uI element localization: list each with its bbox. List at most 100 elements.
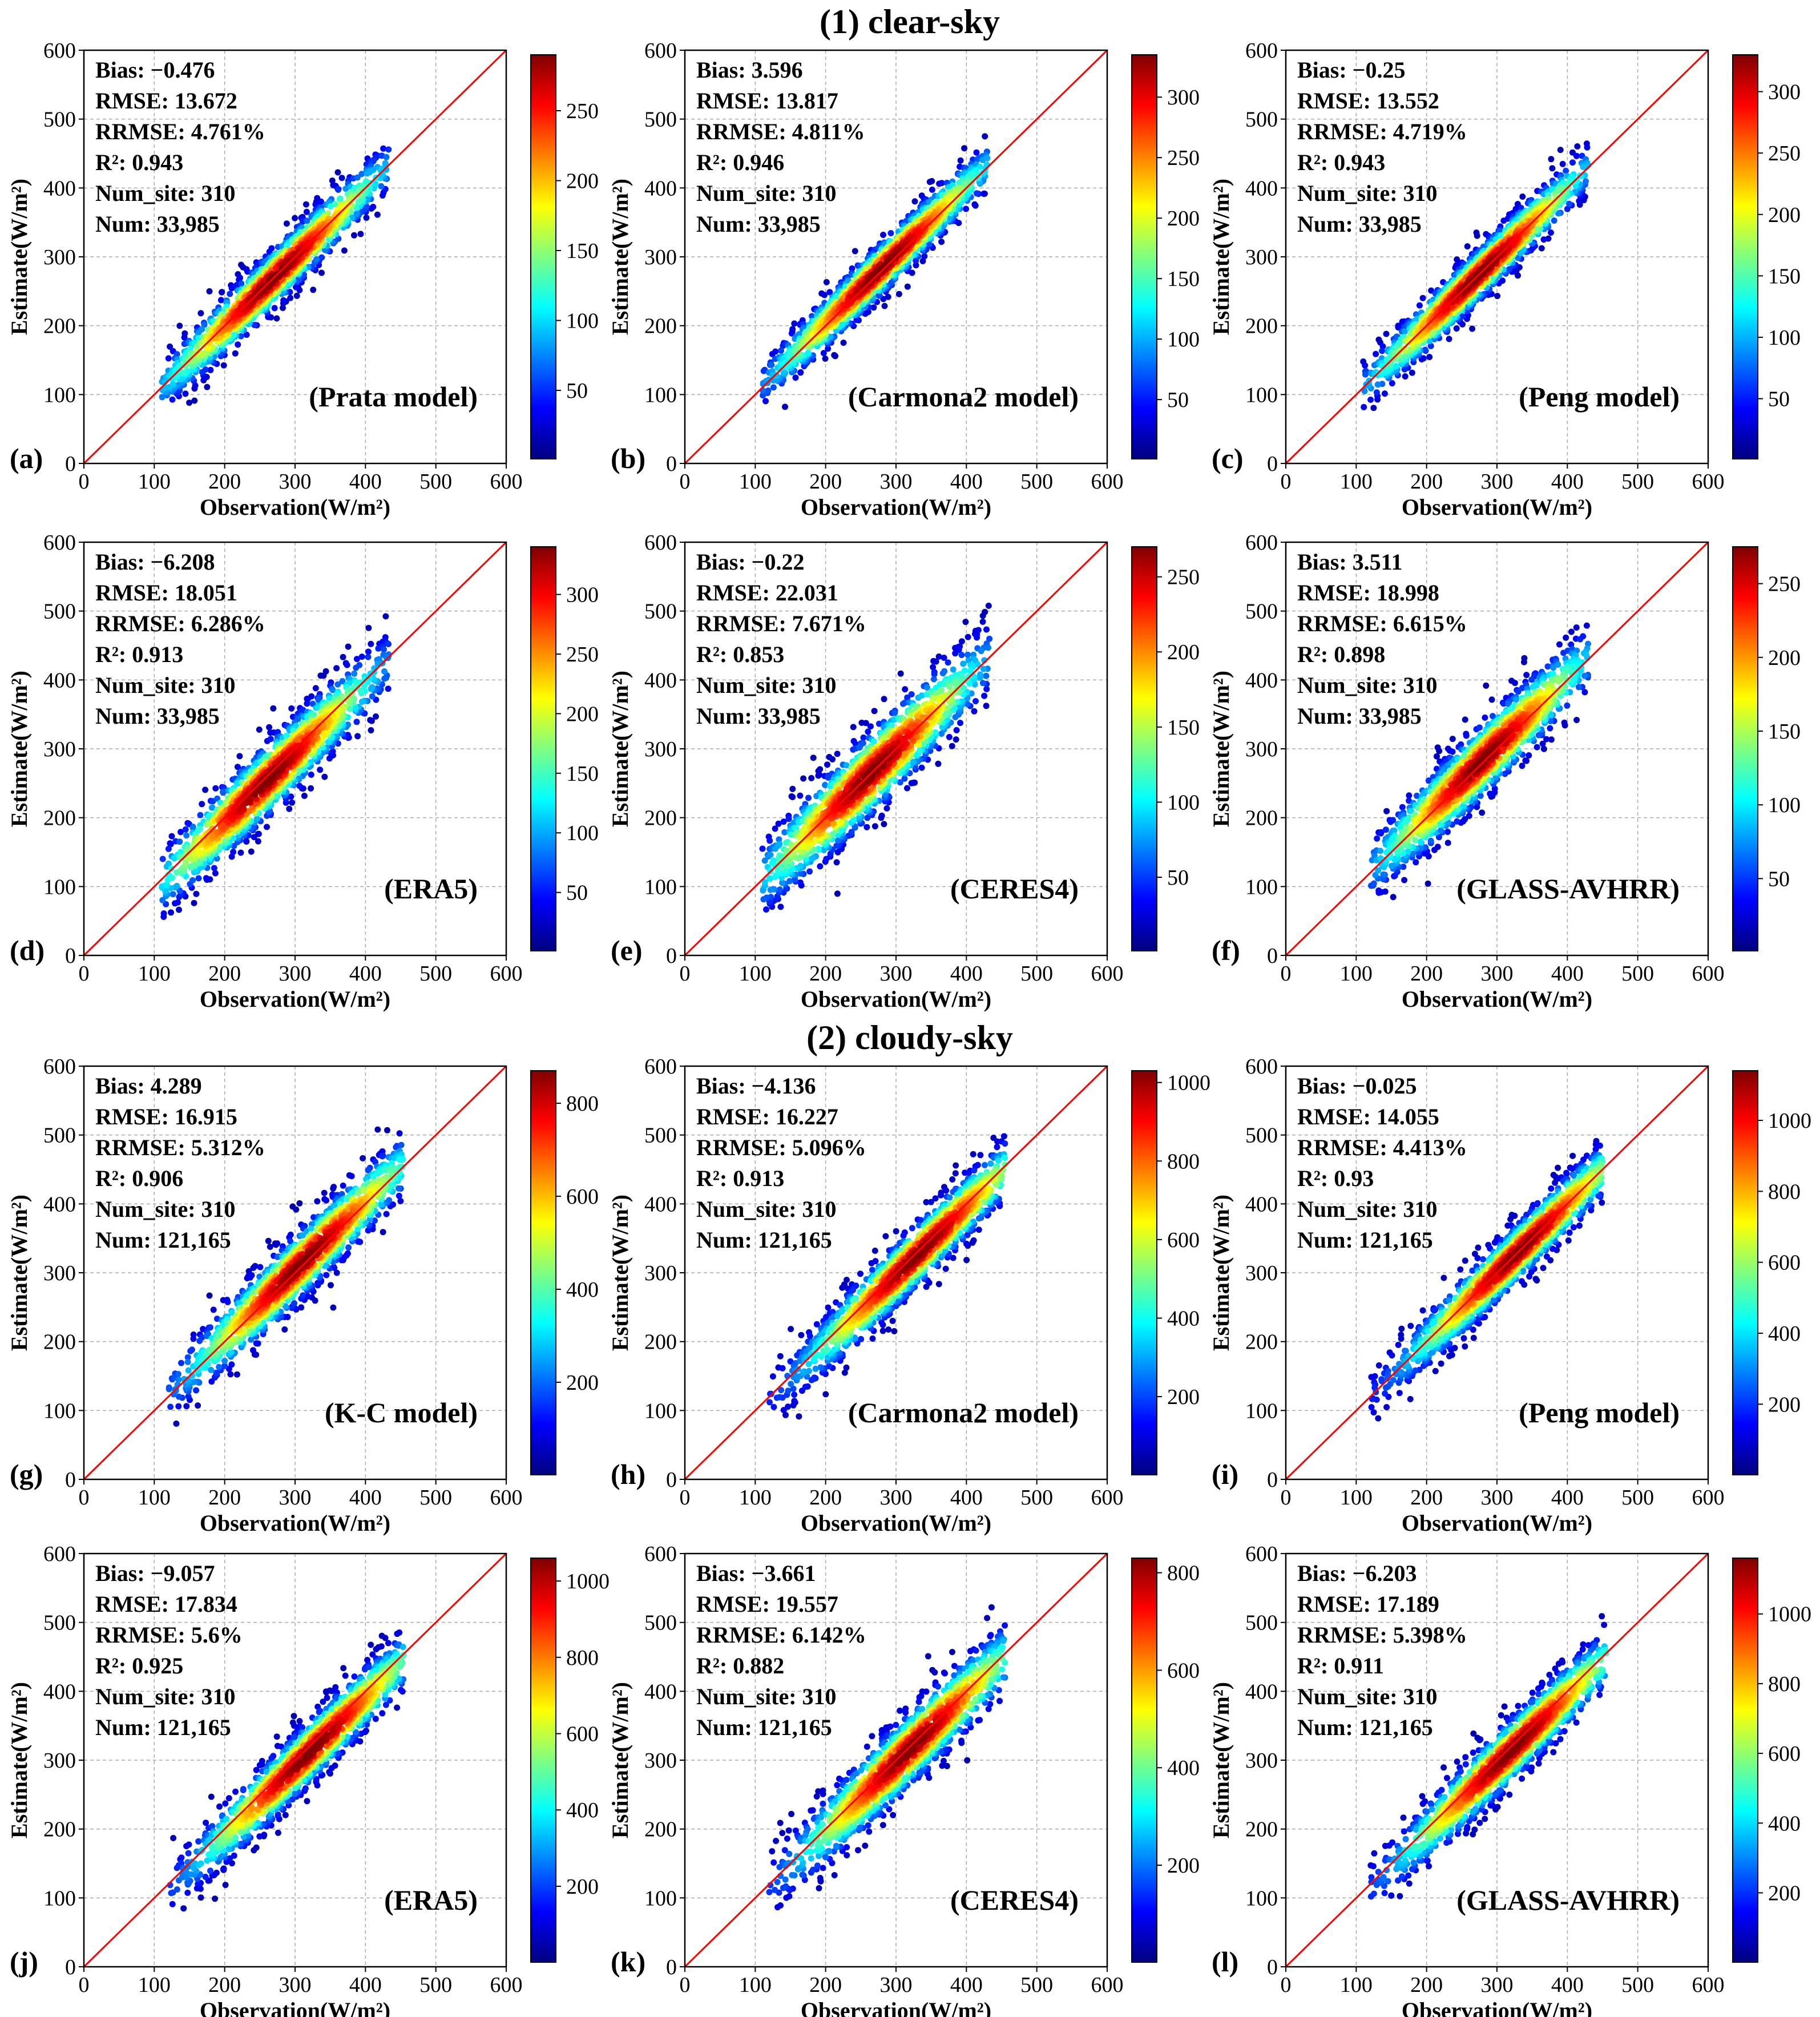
scatter-point [1540,236,1547,243]
y-tick-label: 100 [644,383,677,407]
scatter-point [338,175,345,181]
scatter-point [219,289,225,296]
scatter-point [374,660,381,667]
panel-letter: (a) [10,442,43,474]
colorbar-tick-label: 250 [1768,142,1801,166]
stat-line: RMSE: 13.672 [95,88,237,114]
scatter-point [193,890,200,897]
scatter-point [957,157,964,164]
scatter-point [334,681,341,688]
scatter-point [186,400,193,406]
scatter-point [1419,295,1426,301]
scatter-point [256,726,263,733]
y-tick-label: 300 [644,245,677,269]
scatter-point [1569,159,1576,166]
colorbar-tick-label: 200 [566,169,599,193]
scatter-point [289,799,296,806]
x-tick-label: 500 [1621,470,1654,494]
scatter-point [1563,167,1569,174]
scatter-point [904,283,911,290]
scatter-point [308,693,315,700]
x-tick-label: 200 [208,470,241,494]
scatter-point [777,365,784,372]
scatter-point [1389,380,1395,386]
scatter-point [762,398,769,405]
scatter-point [189,877,196,884]
scatter-point [778,347,784,354]
scatter-point [204,384,211,390]
scatter-point [782,404,788,410]
scatter-point [374,211,381,218]
scatter-point [172,900,178,907]
scatter-point [192,382,199,389]
scatter-point [304,700,310,707]
scatter-point [973,190,980,197]
stat-line: Bias: −0.25 [1297,57,1405,83]
scatter-point [852,248,858,255]
colorbar-tick-label: 100 [1167,328,1200,352]
scatter-point [318,254,325,261]
scatter-point [1549,165,1556,172]
scatter-point [385,685,392,692]
scatter-point [1583,178,1589,185]
scatter-point [345,721,352,728]
scatter-point [317,767,324,773]
scatter-point [283,220,290,227]
colorbar-tick-label: 250 [566,99,599,123]
scatter-point [280,305,286,311]
x-axis-title: Observation(W/m²) [200,494,390,520]
scatter-point [163,882,170,889]
scatter-point [792,374,799,381]
scatter-point [235,341,241,348]
scatter-point [183,832,190,839]
scatter-point [197,812,204,818]
y-tick-label: 600 [644,39,677,63]
scatter-point [358,171,365,178]
y-tick-label: 400 [644,176,677,200]
scatter-point [288,793,294,800]
scatter-point [1401,366,1408,373]
colorbar-tick-label: 150 [1167,267,1200,291]
scatter-point [772,348,779,355]
scatter-point [176,838,183,845]
scatter-point [791,320,798,327]
scatter-point [887,230,894,236]
scatter-point [228,853,235,860]
scatter-point [357,231,364,237]
scatter-point [1402,373,1409,380]
scatter-point [825,345,832,352]
scatter-point [880,232,886,238]
x-tick-label: 0 [1281,470,1292,494]
scatter-point [191,899,197,906]
scatter-point [1395,324,1402,331]
colorbar-tick-label: 300 [1167,86,1200,110]
scatter-point [833,294,840,301]
scatter-point [1559,160,1566,167]
y-tick-label: 600 [43,39,76,63]
scatter-point [255,838,261,845]
scatter-point [326,755,333,762]
scatter-point [318,269,325,276]
scatter-point [383,655,390,661]
scatter-point [168,833,175,840]
colorbar [1732,54,1758,459]
scatter-point [353,210,360,217]
scatter-point [1381,390,1388,397]
panel-d: 0 100 200 300 400 500 6000100200300400500600Ob… [6,531,599,1012]
scatter-point [381,675,388,682]
scatter-point [1573,152,1580,159]
scatter-point [280,297,287,304]
scatter-point [159,856,166,862]
scatter-point [1557,147,1564,154]
density-scatter-points [159,613,392,920]
scatter-point [363,215,370,221]
x-axis-title: Observation(W/m²) [1402,494,1592,520]
scatter-point [301,271,307,278]
scatter-point [176,887,183,894]
colorbar-tick-label: 50 [1167,388,1189,412]
scatter-point [962,181,968,187]
scatter-point [296,782,303,789]
scatter-point [365,653,372,660]
scatter-point [1474,232,1480,239]
